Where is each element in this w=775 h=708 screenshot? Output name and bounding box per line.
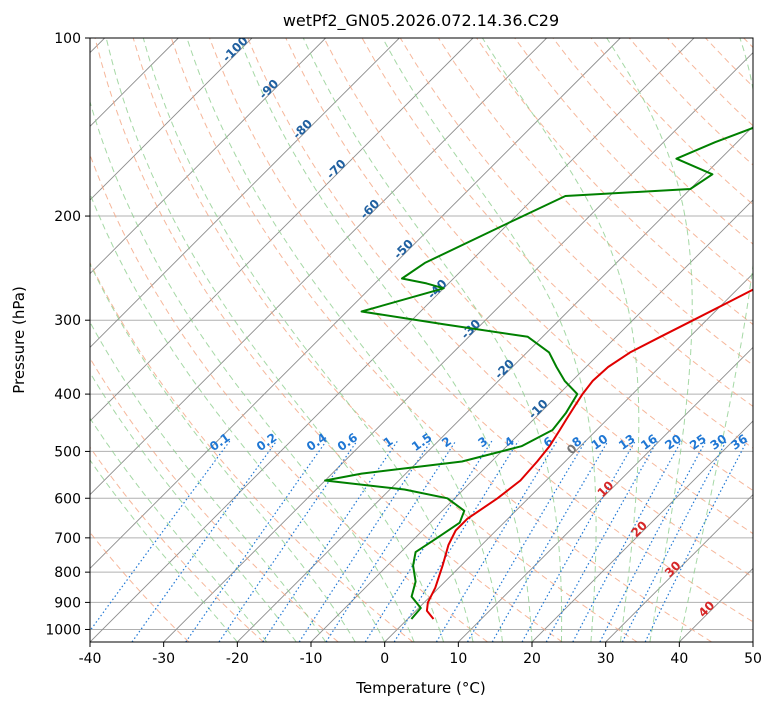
- x-tick-label: 0: [380, 651, 389, 667]
- moist-adiabat: [481, 38, 640, 642]
- dry-adiabat: [90, 357, 339, 642]
- isobar-grid: [90, 38, 753, 630]
- isotherm-line: [90, 38, 474, 422]
- plot-frame: [89, 37, 754, 643]
- mixing-ratio-line: [325, 440, 457, 642]
- moist-adiabat: [382, 38, 597, 642]
- mixing-ratio-line: [298, 440, 432, 642]
- y-tick-label: 800: [54, 565, 81, 581]
- moist-adiabat: [678, 38, 753, 642]
- moist-adiabat: [90, 371, 297, 642]
- x-tick-label: 40: [670, 651, 688, 667]
- moist-adiabats: [90, 38, 753, 642]
- mixing-ratio-line: [545, 440, 658, 642]
- dry-adiabat: [90, 446, 264, 642]
- isotherm-line: [90, 38, 326, 275]
- isotherm-line: [90, 38, 253, 201]
- mixing-ratio-line: [491, 440, 609, 642]
- mixing-ratio-line: [393, 440, 519, 642]
- y-tick-label: 600: [54, 491, 81, 507]
- dry-adiabat: [90, 261, 414, 642]
- mixing-ratio-line: [218, 440, 358, 642]
- moist-adiabat: [186, 38, 503, 642]
- dry-adiabat: [94, 38, 563, 642]
- y-tick-label: 300: [54, 313, 81, 329]
- y-tick-label: 500: [54, 444, 81, 460]
- y-tick-label: 1000: [45, 622, 81, 638]
- x-tick-label: -40: [79, 651, 102, 667]
- dry-adiabat: [514, 38, 753, 285]
- isotherm-line: [90, 38, 400, 348]
- y-tick-label: 700: [54, 531, 81, 547]
- isotherm-line: [605, 494, 753, 642]
- dry-adiabats: [90, 38, 753, 642]
- moist-adiabat: [142, 38, 474, 642]
- moist-adiabat: [606, 38, 693, 642]
- moist-adiabat: [302, 38, 563, 642]
- temperature-profile-line: [425, 288, 753, 620]
- isotherm-line: [163, 52, 753, 642]
- x-tick-label: 20: [523, 651, 541, 667]
- isotherm-grid: [90, 38, 753, 642]
- x-tick-label: -10: [300, 651, 323, 667]
- isotherm-line: [384, 273, 753, 642]
- dry-adiabat: [285, 38, 753, 535]
- moist-adiabat: [90, 459, 238, 642]
- x-tick-label: 50: [744, 651, 762, 667]
- moist-adiabat: [90, 100, 415, 642]
- isotherm-line: [90, 38, 621, 569]
- y-tick-label: 400: [54, 387, 81, 403]
- x-tick-label: -20: [226, 651, 249, 667]
- sounding-series: [324, 126, 753, 620]
- moist-adiabat: [90, 192, 386, 642]
- mixing-ratio-line: [435, 440, 558, 642]
- isotherm-line: [531, 420, 753, 642]
- dry-adiabat: [209, 38, 753, 623]
- dry-adiabat: [323, 38, 753, 492]
- dry-adiabat: [247, 38, 753, 578]
- chart-title: wetPf2_GN05.2026.072.14.36.C29: [283, 11, 559, 31]
- dry-adiabat: [170, 38, 712, 642]
- x-tick-label: 30: [597, 651, 615, 667]
- moist-adiabat: [238, 38, 533, 642]
- moist-adiabat: [90, 417, 268, 642]
- mixing-ratio-lines: [90, 440, 748, 642]
- moist-adiabat: [90, 321, 327, 642]
- y-tick-label: 200: [54, 209, 81, 225]
- dewpoint-profile-line: [324, 126, 753, 620]
- x-tick-label: 10: [449, 651, 467, 667]
- isotherm-line: [90, 38, 547, 496]
- mixing-ratio-line: [521, 440, 636, 642]
- mixing-ratio-line: [185, 440, 327, 642]
- isotherm-line: [458, 346, 753, 642]
- isotherm-line: [90, 38, 695, 642]
- mixing-ratio-line: [90, 440, 231, 632]
- isotherm-line: [237, 125, 753, 642]
- mixing-ratio-line: [262, 440, 399, 642]
- y-tick-label: 900: [54, 595, 81, 611]
- x-tick-label: -30: [152, 651, 175, 667]
- dry-adiabat: [476, 38, 753, 326]
- x-axis-ticks: -40 -30 -20 -10 0 10 20 30 40 50: [79, 642, 762, 667]
- mixing-ratio-line: [466, 440, 587, 642]
- mixing-ratio-line: [364, 440, 493, 642]
- y-tick-label: 100: [54, 31, 81, 47]
- x-axis-label: Temperature (°C): [355, 679, 485, 697]
- moist-adiabat: [90, 262, 356, 642]
- mixing-ratio-line: [644, 440, 748, 642]
- dry-adiabat: [132, 38, 638, 642]
- y-axis-ticks: 100 200 300 400 500 600 700 800 900 1000: [45, 31, 90, 638]
- y-axis-label: Pressure (hPa): [10, 286, 28, 394]
